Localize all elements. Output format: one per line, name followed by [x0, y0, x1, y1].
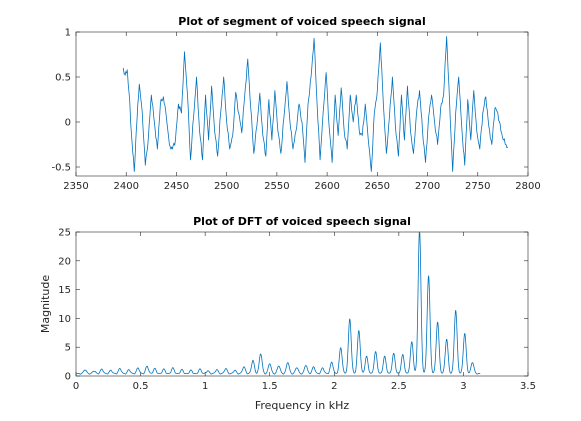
y-tick-label: 15: [58, 285, 71, 296]
x-tick-label: 0.5: [133, 381, 149, 392]
y-tick-label: 0.5: [55, 73, 71, 84]
x-tick-label: 2500: [214, 181, 239, 192]
time-signal-chart: Plot of segment of voiced speech signal …: [51, 15, 540, 192]
chart-title-bottom: Plot of DFT of voiced speech signal: [193, 215, 411, 228]
y-tick-label: -0.5: [51, 163, 71, 174]
x-tick-label: 2750: [465, 181, 490, 192]
chart-title-top: Plot of segment of voiced speech signal: [178, 15, 425, 28]
x-tick-label: 2.5: [391, 381, 407, 392]
x-tick-label: 2650: [365, 181, 390, 192]
x-tick-label: 2400: [113, 181, 138, 192]
x-tick-label: 1.5: [262, 381, 278, 392]
y-tick-label: 1: [65, 28, 71, 39]
dft-magnitude-line: [75, 231, 481, 375]
y-tick-label: 25: [58, 228, 71, 239]
x-tick-label: 2550: [264, 181, 289, 192]
plot-area-top: [75, 31, 529, 177]
x-tick-label: 2700: [415, 181, 440, 192]
x-tick-label: 1: [202, 381, 208, 392]
x-tick-label: 3.5: [520, 381, 536, 392]
x-tick-label: 2450: [164, 181, 189, 192]
x-axis-ticks-bottom: 0 0.5 1 1.5 2 2.5 3 3.5: [73, 232, 536, 392]
y-tick-label: 10: [58, 314, 71, 325]
plot-area-bottom: [75, 231, 529, 377]
y-tick-label: 5: [65, 343, 71, 354]
x-tick-label: 2: [331, 381, 337, 392]
y-tick-label: 0: [65, 372, 71, 383]
x-tick-label: 2350: [63, 181, 88, 192]
y-axis-ticks-top: -0.5 0 0.5 1: [51, 28, 528, 174]
speech-signal-line: [122, 36, 508, 172]
x-tick-label: 2600: [314, 181, 339, 192]
x-tick-label: 2800: [515, 181, 540, 192]
x-axis-label-bottom: Frequency in kHz: [255, 399, 349, 412]
y-tick-label: 20: [58, 256, 71, 267]
y-axis-ticks-bottom: 0 5 10 15 20 25: [58, 228, 528, 383]
x-tick-label: 3: [460, 381, 466, 392]
x-tick-label: 0: [73, 381, 79, 392]
y-tick-label: 0: [65, 118, 71, 129]
dft-magnitude-chart: Plot of DFT of voiced speech signal 0 0.5…: [39, 215, 536, 412]
x-axis-ticks-top: 2350 2400 2450 2500 2550 2600 2650 2700 2750 2800: [63, 32, 541, 192]
y-axis-label-bottom: Magnitude: [39, 275, 52, 334]
